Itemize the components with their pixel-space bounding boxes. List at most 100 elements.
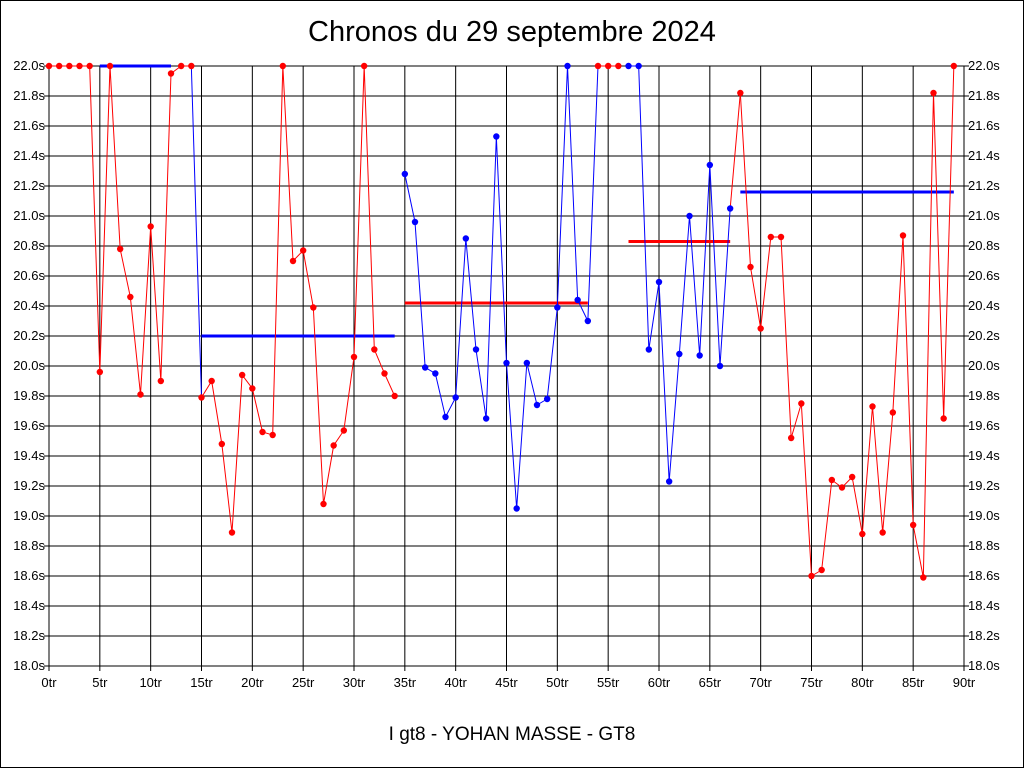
data-point xyxy=(66,62,73,70)
series-connector xyxy=(190,65,202,398)
series-line xyxy=(628,65,731,482)
data-point xyxy=(259,428,266,436)
data-point xyxy=(584,317,592,325)
x-tick-label: 90tr xyxy=(953,675,976,690)
x-tick-label: 80tr xyxy=(851,675,874,690)
data-point xyxy=(676,350,683,358)
series-line xyxy=(201,65,396,533)
data-point xyxy=(55,62,63,70)
chart-axes xyxy=(44,65,969,671)
data-point xyxy=(432,370,439,377)
y-tick-label-left: 21.2s xyxy=(13,178,45,193)
data-point xyxy=(726,205,734,212)
data-point xyxy=(777,233,785,241)
data-point xyxy=(757,325,764,332)
data-point xyxy=(360,62,368,70)
y-tick-label-left: 21.0s xyxy=(13,208,45,223)
x-tick-label: 15tr xyxy=(190,675,213,690)
y-tick-label-right: 21.6s xyxy=(968,118,1000,133)
data-point xyxy=(45,62,53,70)
data-point xyxy=(920,574,927,581)
y-tick-label-right: 19.6s xyxy=(968,418,1000,433)
plot-border xyxy=(48,65,965,667)
y-tick-label-left: 18.2s xyxy=(13,628,45,643)
data-point xyxy=(604,62,612,70)
data-point xyxy=(930,89,937,97)
y-tick-label-right: 21.2s xyxy=(968,178,1000,193)
x-tick-label: 50tr xyxy=(546,675,569,690)
y-tick-label-left: 21.4s xyxy=(13,148,45,163)
y-tick-label-right: 19.2s xyxy=(968,478,1000,493)
data-point xyxy=(299,247,307,254)
y-tick-label-right: 20.8s xyxy=(968,238,1000,253)
y-tick-label-left: 19.0s xyxy=(13,508,45,523)
y-tick-label-right: 20.2s xyxy=(968,328,1000,343)
y-tick-label-left: 18.8s xyxy=(13,538,45,553)
data-point xyxy=(665,478,673,485)
data-point xyxy=(147,223,154,230)
y-tick-label-right: 20.0s xyxy=(968,358,1000,373)
x-tick-label: 25tr xyxy=(292,675,315,690)
data-point xyxy=(482,415,490,422)
x-tick-label: 55tr xyxy=(597,675,620,690)
y-tick-label-left: 19.2s xyxy=(13,478,45,493)
data-point xyxy=(421,364,429,371)
x-tick-label: 35tr xyxy=(394,675,417,690)
data-point xyxy=(289,257,297,265)
y-tick-label-left: 18.0s xyxy=(13,658,45,673)
data-point xyxy=(177,62,185,70)
data-point xyxy=(818,566,825,574)
data-point xyxy=(543,395,551,403)
data-point xyxy=(950,62,958,70)
data-point xyxy=(879,529,886,536)
data-point xyxy=(706,161,714,169)
data-point xyxy=(787,434,795,442)
data-point xyxy=(320,500,327,508)
data-point xyxy=(848,473,856,481)
data-point xyxy=(238,371,246,379)
y-tick-label-right: 22.0s xyxy=(968,58,1000,73)
y-tick-label-left: 20.6s xyxy=(13,268,45,283)
data-point xyxy=(391,392,398,400)
x-tick-label: 0tr xyxy=(41,675,57,690)
x-tick-label: 65tr xyxy=(699,675,722,690)
data-point xyxy=(76,62,83,70)
chart-footer: I gt8 - YOHAN MASSE - GT8 xyxy=(388,724,636,745)
y-tick-label-left: 20.8s xyxy=(13,238,45,253)
chart-title: Chronos du 29 septembre 2024 xyxy=(308,16,716,48)
data-point xyxy=(808,572,815,580)
data-point xyxy=(645,346,653,353)
data-point xyxy=(635,62,642,70)
data-point xyxy=(127,293,134,301)
y-tick-label-right: 20.6s xyxy=(968,268,1000,283)
y-tick-label-left: 21.8s xyxy=(13,88,45,103)
y-tick-label-left: 22.0s xyxy=(13,58,45,73)
data-point xyxy=(401,170,409,178)
data-point xyxy=(96,368,104,376)
data-point xyxy=(615,62,622,70)
series-points xyxy=(45,62,958,581)
series-line xyxy=(404,65,589,509)
data-point xyxy=(442,413,449,421)
y-tick-label-right: 19.0s xyxy=(968,508,1000,523)
y-tick-label-right: 18.0s xyxy=(968,658,1000,673)
data-point xyxy=(696,352,703,359)
x-tick-label: 85tr xyxy=(902,675,925,690)
series-lines xyxy=(49,65,955,578)
y-tick-label-left: 18.6s xyxy=(13,568,45,583)
y-tick-label-left: 20.2s xyxy=(13,328,45,343)
data-point xyxy=(157,377,165,385)
y-tick-label-right: 21.4s xyxy=(968,148,1000,163)
data-point xyxy=(574,296,581,304)
y-tick-label-right: 21.8s xyxy=(968,88,1000,103)
data-point xyxy=(218,440,226,448)
data-point xyxy=(533,401,541,409)
y-tick-label-right: 18.6s xyxy=(968,568,1000,583)
data-point xyxy=(554,304,561,311)
y-tick-label-left: 19.4s xyxy=(13,448,45,463)
data-point xyxy=(625,62,632,70)
y-tick-label-right: 20.4s xyxy=(968,298,1000,313)
y-tick-label-left: 18.4s xyxy=(13,598,45,613)
data-point xyxy=(330,442,337,449)
